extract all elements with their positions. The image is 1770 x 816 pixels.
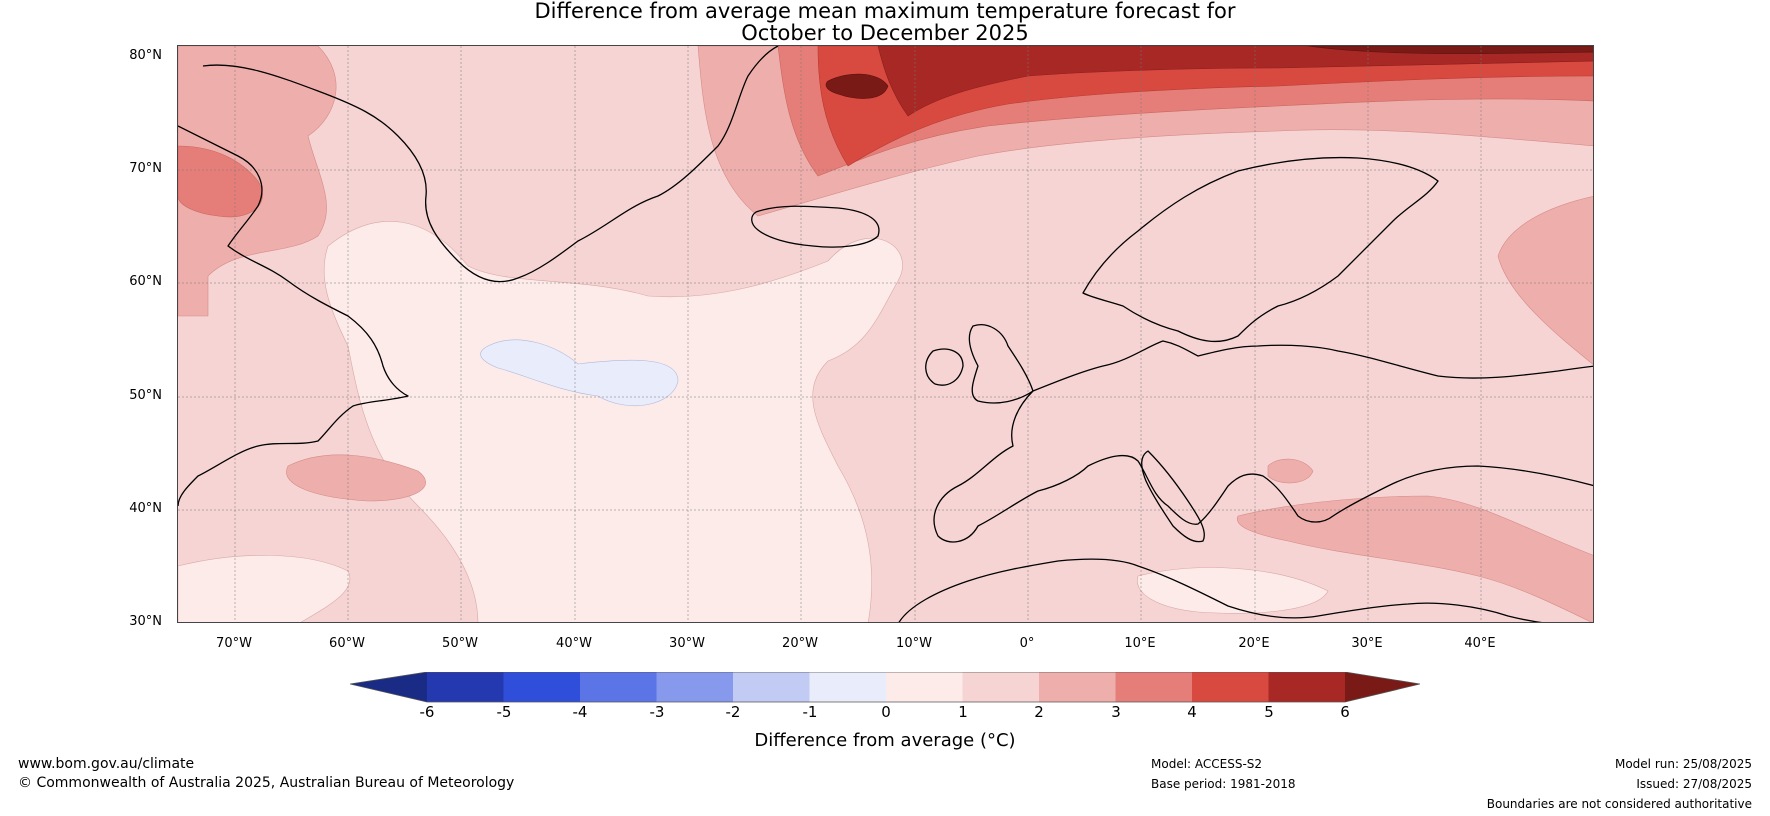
colorbar-tick: 2 [1034, 703, 1044, 721]
lon-label-70w: 70°W [216, 636, 252, 651]
colorbar-tick: 5 [1264, 703, 1274, 721]
chart-title-line-2: October to December 2025 [741, 21, 1029, 45]
lat-label-40n: 40°N [129, 501, 162, 516]
colorbar-seg [427, 672, 504, 702]
lat-label-70n: 70°N [129, 161, 162, 176]
lon-label-40w: 40°W [556, 636, 592, 651]
lon-label-40e: 40°E [1464, 636, 1496, 651]
anomaly-zone-negative [480, 339, 679, 407]
colorbar-tick: -2 [725, 703, 741, 721]
colorbar-tick: -1 [802, 703, 818, 721]
lon-label-30e: 30°E [1351, 636, 1383, 651]
colorbar-outline [350, 672, 1420, 703]
ireland-coast [925, 348, 964, 386]
greenland-coast [202, 46, 779, 283]
lon-label-20e: 20°E [1238, 636, 1270, 651]
model-run-text: Model run: 25/08/2025 [1614, 757, 1752, 771]
chart-title-line-1: Difference from average mean maximum tem… [534, 0, 1236, 23]
colorbar-seg [656, 672, 733, 702]
colorbar-tick: -5 [496, 703, 512, 721]
base-period-text: Base period: 1981-2018 [1151, 777, 1296, 791]
anomaly-zone-2-3-turkey [1236, 495, 1593, 622]
map-gridlines [178, 46, 1593, 622]
issued-text: Issued: 27/08/2025 [1636, 777, 1752, 791]
lon-label-60w: 60°W [329, 636, 365, 651]
forecast-map [177, 45, 1594, 623]
anomaly-zone-0-1-africa [1137, 567, 1329, 614]
lon-label-0: 0° [1019, 636, 1035, 651]
colorbar [350, 672, 1420, 703]
website-link[interactable]: www.bom.gov.au/climate [18, 756, 195, 772]
colorbar-seg [580, 672, 657, 702]
europe-coast [933, 340, 1593, 543]
colorbar-seg [733, 672, 810, 702]
colorbar-tick: 3 [1111, 703, 1121, 721]
map-canvas [178, 46, 1593, 622]
colorbar-tick: 6 [1340, 703, 1350, 721]
anomaly-zone-above-6 [825, 46, 1593, 99]
scandinavia-coast [1082, 156, 1439, 343]
coastlines [178, 46, 1593, 622]
lat-label-80n: 80°N [129, 48, 162, 63]
colorbar-seg [809, 672, 886, 702]
colorbar-seg [1115, 672, 1192, 702]
colorbar-seg [1268, 672, 1345, 702]
lat-label-30n: 30°N [129, 614, 162, 629]
lat-label-60n: 60°N [129, 274, 162, 289]
lon-label-20w: 20°W [782, 636, 818, 651]
colorbar-extend-high [1345, 672, 1420, 702]
lon-label-10w: 10°W [896, 636, 932, 651]
colorbar-seg [962, 672, 1039, 702]
lon-label-50w: 50°W [442, 636, 478, 651]
colorbar-tick: 1 [958, 703, 968, 721]
copyright-text: © Commonwealth of Australia 2025, Austra… [18, 775, 515, 791]
great-britain-coast [968, 324, 1034, 404]
colorbar-tick: 4 [1187, 703, 1197, 721]
colorbar-seg [1039, 672, 1116, 702]
colorbar-seg [503, 672, 580, 702]
anomaly-zone-2-3-russia [1497, 196, 1593, 365]
model-text: Model: ACCESS-S2 [1151, 757, 1263, 771]
colorbar-tick: -3 [649, 703, 665, 721]
anomaly-zone-2-3-atlantic [286, 454, 426, 502]
anomaly-zone-2-3-balkans [1267, 458, 1314, 484]
colorbar-label: Difference from average (°C) [754, 730, 1016, 751]
colorbar-tick: -6 [419, 703, 435, 721]
colorbar-extend-low [350, 672, 427, 702]
north-africa-coast [898, 558, 1543, 622]
lon-label-30w: 30°W [669, 636, 705, 651]
colorbar-tick: -4 [572, 703, 588, 721]
canada-coast [178, 125, 409, 507]
colorbar-tick: 0 [881, 703, 891, 721]
colorbar-seg [886, 672, 963, 702]
lat-label-50n: 50°N [129, 388, 162, 403]
disclaimer-text: Boundaries are not considered authoritat… [1486, 797, 1752, 811]
anomaly-zone-5-6-arctic [877, 46, 1593, 117]
lon-label-10e: 10°E [1124, 636, 1156, 651]
colorbar-seg [1192, 672, 1269, 702]
italy-coast [1141, 450, 1205, 543]
iceland-coast [751, 205, 880, 248]
